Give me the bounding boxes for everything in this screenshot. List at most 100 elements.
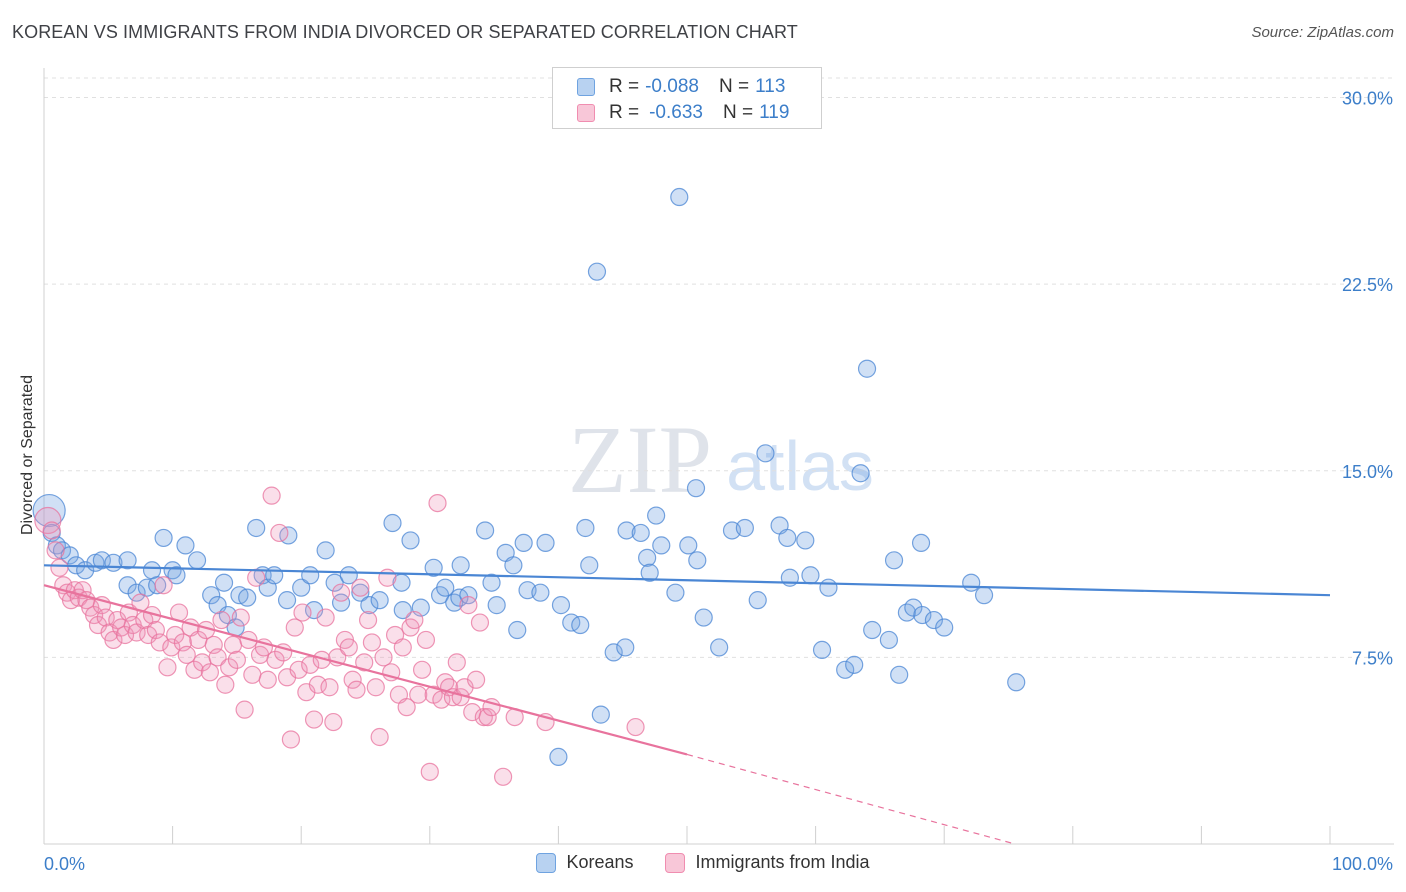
point-koreans bbox=[748, 591, 767, 610]
point-india bbox=[304, 710, 324, 729]
y-tick-label: 7.5% bbox=[1352, 648, 1393, 668]
point-india bbox=[216, 675, 235, 694]
legend-row-koreans: R = -0.088 N = 113 bbox=[577, 76, 785, 98]
point-koreans bbox=[60, 546, 79, 565]
point-koreans bbox=[536, 533, 555, 553]
legend-r-label: R = bbox=[609, 76, 640, 97]
y-tick-label: 15.0% bbox=[1342, 462, 1393, 482]
point-koreans bbox=[167, 566, 186, 585]
legend-n-value-koreans: 113 bbox=[755, 76, 786, 97]
watermark-zip: ZIP bbox=[568, 406, 712, 513]
point-india bbox=[478, 707, 497, 727]
x-ticks bbox=[43, 826, 1331, 844]
point-koreans bbox=[890, 665, 909, 684]
legend-r-label: R = bbox=[609, 102, 640, 123]
point-india bbox=[166, 625, 185, 645]
point-india bbox=[235, 700, 254, 719]
point-koreans bbox=[884, 551, 904, 570]
legend-label-india: Immigrants from India bbox=[695, 852, 870, 872]
point-india bbox=[270, 523, 289, 543]
point-india bbox=[347, 680, 366, 699]
point-koreans bbox=[819, 578, 838, 597]
point-india bbox=[85, 605, 104, 625]
point-india bbox=[447, 653, 466, 672]
point-india bbox=[393, 638, 412, 657]
point-koreans bbox=[393, 600, 412, 620]
point-koreans bbox=[857, 359, 877, 378]
point-koreans bbox=[370, 591, 389, 610]
point-koreans bbox=[482, 573, 501, 592]
watermark: ZIP atlas bbox=[568, 406, 874, 513]
point-india bbox=[200, 663, 219, 682]
point-koreans bbox=[445, 593, 464, 612]
point-india bbox=[243, 665, 262, 684]
legend-swatch-india bbox=[665, 852, 686, 873]
point-koreans bbox=[924, 610, 944, 630]
point-india bbox=[428, 493, 447, 513]
point-india bbox=[626, 717, 645, 737]
point-koreans bbox=[652, 536, 671, 555]
point-koreans bbox=[202, 586, 221, 605]
point-koreans bbox=[666, 583, 685, 602]
point-koreans bbox=[962, 573, 981, 592]
point-koreans bbox=[551, 596, 571, 615]
point-koreans bbox=[812, 640, 832, 660]
point-india bbox=[231, 608, 250, 627]
point-india bbox=[177, 645, 196, 664]
y-tick-label: 30.0% bbox=[1342, 89, 1393, 109]
legend-r-value-india: -0.633 bbox=[649, 102, 703, 123]
legend-n-label: N = bbox=[718, 76, 750, 97]
point-koreans bbox=[638, 548, 657, 567]
point-koreans bbox=[845, 655, 864, 674]
point-india bbox=[46, 541, 65, 560]
point-india bbox=[208, 648, 227, 667]
point-india bbox=[212, 610, 231, 630]
point-koreans bbox=[694, 608, 713, 627]
point-koreans bbox=[576, 518, 595, 538]
point-koreans bbox=[214, 573, 234, 592]
point-india bbox=[343, 670, 362, 689]
series-koreans bbox=[32, 187, 1026, 767]
point-koreans bbox=[277, 591, 297, 610]
point-koreans bbox=[974, 586, 994, 605]
point-koreans bbox=[801, 566, 820, 585]
chart-title: KOREAN VS IMMIGRANTS FROM INDIA DIVORCED… bbox=[12, 22, 798, 42]
point-koreans bbox=[383, 513, 402, 533]
point-koreans bbox=[504, 556, 523, 575]
point-koreans bbox=[475, 521, 495, 540]
point-india bbox=[362, 633, 382, 652]
point-koreans bbox=[616, 638, 635, 657]
x-tick-label-left: 0.0% bbox=[44, 854, 85, 874]
point-koreans bbox=[32, 493, 66, 528]
point-koreans bbox=[351, 583, 370, 602]
point-koreans bbox=[778, 528, 797, 548]
legend-swatch-koreans bbox=[577, 78, 595, 96]
legend-n-value-india: 119 bbox=[759, 102, 790, 123]
point-india bbox=[50, 558, 69, 577]
point-india bbox=[378, 568, 397, 587]
watermark-atlas: atlas bbox=[726, 427, 874, 505]
point-india bbox=[331, 583, 351, 602]
point-india bbox=[494, 767, 513, 786]
point-india bbox=[320, 678, 339, 697]
point-koreans bbox=[549, 747, 568, 767]
point-koreans bbox=[424, 558, 443, 577]
point-india bbox=[281, 730, 301, 749]
point-india bbox=[459, 596, 478, 615]
point-india bbox=[351, 578, 370, 597]
point-india bbox=[324, 712, 343, 732]
point-koreans bbox=[187, 551, 207, 570]
legend-swatch-koreans bbox=[536, 852, 557, 873]
point-koreans bbox=[301, 566, 320, 585]
legend-item-koreans: Koreans bbox=[536, 852, 633, 873]
point-koreans bbox=[604, 643, 623, 662]
point-koreans bbox=[587, 262, 607, 281]
point-koreans bbox=[514, 533, 533, 553]
point-india bbox=[266, 650, 285, 669]
point-koreans bbox=[679, 536, 698, 555]
point-india bbox=[355, 653, 374, 672]
point-koreans bbox=[508, 620, 527, 640]
point-india bbox=[247, 568, 266, 587]
point-koreans bbox=[836, 660, 855, 679]
